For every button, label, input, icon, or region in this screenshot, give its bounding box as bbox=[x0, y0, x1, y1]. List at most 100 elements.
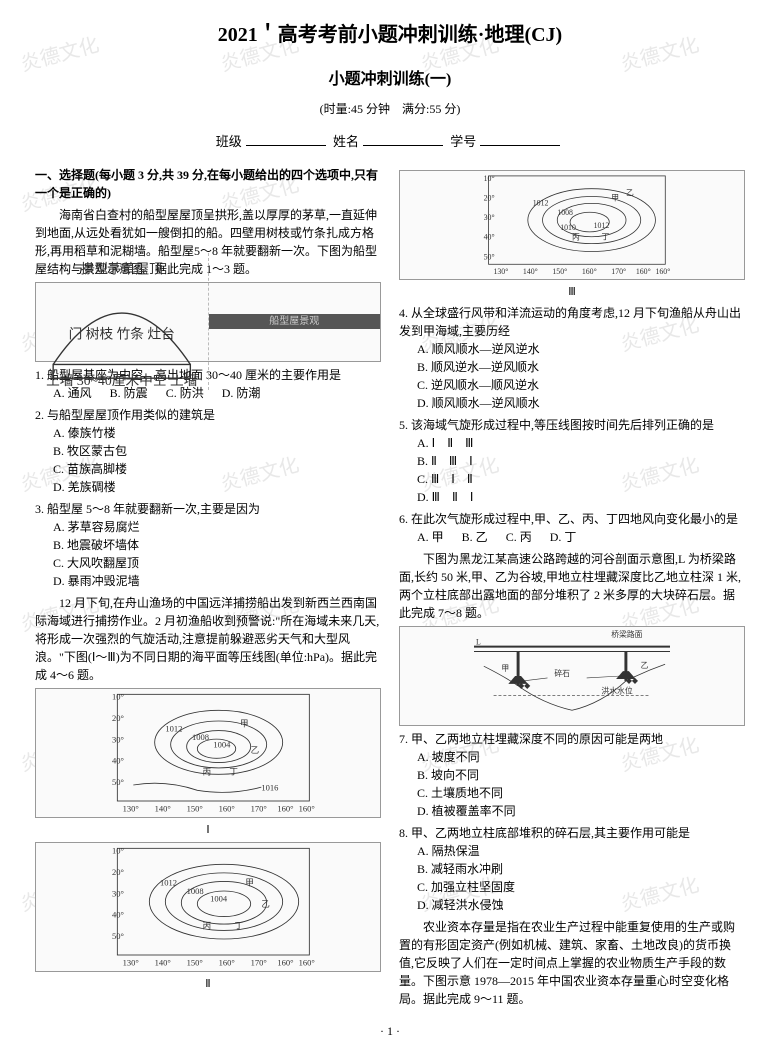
q8-choice-b[interactable]: B. 减轻雨水冲刷 bbox=[417, 860, 574, 878]
class-blank[interactable] bbox=[246, 132, 326, 146]
svg-text:1010: 1010 bbox=[560, 222, 576, 231]
svg-text:碎石: 碎石 bbox=[554, 668, 570, 678]
right-column: 1012 1008 甲 乙 丙 丁 1010 1012 10° 20° 30° … bbox=[399, 166, 745, 1013]
q4-choice-c[interactable]: C. 逆风顺水—顺风逆水 bbox=[417, 376, 727, 394]
q3-choice-b[interactable]: B. 地震破坏墙体 bbox=[53, 536, 210, 554]
house-diagram: 拱型茅草屋顶 门 树枝 竹条 灶台 土墙 30~40厘米中空 土墙 bbox=[36, 253, 209, 390]
q7-choice-d[interactable]: D. 植被覆盖率不同 bbox=[417, 802, 574, 820]
q7-choice-b[interactable]: B. 坡向不同 bbox=[417, 766, 574, 784]
fig-caption-3: Ⅲ bbox=[399, 284, 745, 301]
svg-text:150°: 150° bbox=[187, 803, 203, 813]
question-3: 3. 船型屋 5～8 年就要翻新一次,主要是因为 A. 茅草容易腐烂 B. 地震… bbox=[35, 500, 381, 590]
q6-choice-d[interactable]: D. 丁 bbox=[550, 528, 577, 546]
svg-text:160°: 160° bbox=[219, 958, 235, 968]
figure-map-1: 1012 1008 1004 甲 乙 丙 丁 1016 10° 20° 30° … bbox=[35, 688, 381, 818]
q4-choice-d[interactable]: D. 顺风顺水—逆风顺水 bbox=[417, 394, 727, 412]
q4-text: 4. 从全球盛行风带和洋流运动的角度考虑,12 月下旬渔船从舟山出发到甲海域,主… bbox=[399, 304, 745, 340]
svg-text:乙: 乙 bbox=[626, 188, 634, 197]
svg-text:20°: 20° bbox=[112, 867, 124, 877]
svg-text:1012: 1012 bbox=[533, 198, 549, 207]
svg-text:◆◆: ◆◆ bbox=[518, 681, 531, 690]
q5-choice-a[interactable]: A. Ⅰ Ⅱ Ⅲ bbox=[417, 434, 574, 452]
svg-text:160°: 160° bbox=[655, 267, 670, 276]
q6-text: 6. 在此次气旋形成过程中,甲、乙、丙、丁四地风向变化最小的是 bbox=[399, 510, 745, 528]
q3-choice-c[interactable]: C. 大风吹翻屋顶 bbox=[53, 554, 210, 572]
svg-text:甲: 甲 bbox=[240, 718, 249, 728]
svg-text:1004: 1004 bbox=[210, 894, 228, 904]
name-blank[interactable] bbox=[363, 132, 443, 146]
svg-text:160°: 160° bbox=[636, 267, 651, 276]
svg-text:50°: 50° bbox=[484, 252, 495, 261]
name-label: 姓名 bbox=[333, 134, 359, 149]
question-2: 2. 与船型屋屋顶作用类似的建筑是 A. 傣族竹楼 B. 牧区蒙古包 C. 苗族… bbox=[35, 406, 381, 496]
svg-text:甲: 甲 bbox=[611, 193, 619, 202]
section-head: 一、选择题(每小题 3 分,共 39 分,在每小题给出的四个选项中,只有一个是正… bbox=[35, 166, 381, 202]
svg-text:◆◆: ◆◆ bbox=[626, 676, 639, 685]
q6-choice-c[interactable]: C. 丙 bbox=[506, 528, 532, 546]
svg-text:20°: 20° bbox=[112, 713, 124, 723]
info-line: 班级 姓名 学号 bbox=[35, 132, 745, 152]
q8-choice-c[interactable]: C. 加强立柱坚固度 bbox=[417, 878, 574, 896]
passage-4: 农业资本存量是指在农业生产过程中能重复使用的生产或购置的有形固定资产(例如机械、… bbox=[399, 918, 745, 1008]
q2-choice-d[interactable]: D. 羌族碉楼 bbox=[53, 478, 210, 496]
svg-text:1008: 1008 bbox=[192, 732, 209, 742]
passage-2: 12 月下旬,在舟山渔场的中国远洋捕捞船出发到新西兰西南国际海域进行捕捞作业。2… bbox=[35, 594, 381, 684]
q2-choice-c[interactable]: C. 苗族高脚楼 bbox=[53, 460, 210, 478]
q2-choice-a[interactable]: A. 傣族竹楼 bbox=[53, 424, 210, 442]
q3-choice-d[interactable]: D. 暴雨冲毁泥墙 bbox=[53, 572, 210, 590]
svg-text:30°: 30° bbox=[484, 213, 495, 222]
house-photo: 船型屋景观 bbox=[209, 314, 381, 329]
q2-choice-b[interactable]: B. 牧区蒙古包 bbox=[53, 442, 210, 460]
svg-text:160°: 160° bbox=[299, 803, 315, 813]
q4-choice-a[interactable]: A. 顺风顺水—逆风逆水 bbox=[417, 340, 727, 358]
id-label: 学号 bbox=[450, 134, 476, 149]
svg-text:160°: 160° bbox=[277, 958, 293, 968]
svg-text:1016: 1016 bbox=[261, 782, 278, 792]
q5-choice-b[interactable]: B. Ⅱ Ⅲ Ⅰ bbox=[417, 452, 574, 470]
q3-choice-a[interactable]: A. 茅草容易腐烂 bbox=[53, 518, 210, 536]
id-blank[interactable] bbox=[480, 132, 560, 146]
svg-text:甲: 甲 bbox=[245, 878, 254, 888]
svg-text:丁: 丁 bbox=[601, 232, 609, 241]
q6-choice-b[interactable]: B. 乙 bbox=[462, 528, 488, 546]
svg-text:丙: 丙 bbox=[203, 766, 212, 776]
svg-text:30°: 30° bbox=[112, 888, 124, 898]
passage-3: 下图为黑龙江某高速公路跨越的河谷剖面示意图,L 为桥梁路面,长约 50 米,甲、… bbox=[399, 550, 745, 622]
q8-choice-d[interactable]: D. 减轻洪水侵蚀 bbox=[417, 896, 574, 914]
svg-text:50°: 50° bbox=[112, 777, 124, 787]
svg-text:1012: 1012 bbox=[594, 220, 610, 229]
svg-text:甲: 甲 bbox=[501, 664, 509, 673]
svg-text:10°: 10° bbox=[112, 691, 124, 701]
roof-label: 拱型茅草屋顶 bbox=[81, 261, 164, 276]
q8-text: 8. 甲、乙两地立柱底部堆积的碎石层,其主要作用可能是 bbox=[399, 824, 745, 842]
svg-text:160°: 160° bbox=[299, 958, 315, 968]
q7-choice-a[interactable]: A. 坡度不同 bbox=[417, 748, 574, 766]
svg-text:160°: 160° bbox=[277, 803, 293, 813]
q4-choice-b[interactable]: B. 顺风逆水—逆风顺水 bbox=[417, 358, 727, 376]
q6-choice-a[interactable]: A. 甲 bbox=[417, 528, 444, 546]
page-number: · 1 · bbox=[0, 1022, 780, 1040]
svg-text:桥梁路面: 桥梁路面 bbox=[611, 629, 642, 639]
svg-text:140°: 140° bbox=[155, 803, 171, 813]
class-label: 班级 bbox=[216, 134, 242, 149]
svg-text:丙: 丙 bbox=[203, 920, 212, 930]
svg-text:50°: 50° bbox=[112, 931, 124, 941]
svg-text:1012: 1012 bbox=[160, 878, 177, 888]
question-6: 6. 在此次气旋形成过程中,甲、乙、丙、丁四地风向变化最小的是 A. 甲 B. … bbox=[399, 510, 745, 546]
sub-title: 小题冲刺训练(一) bbox=[35, 68, 745, 92]
q5-choice-d[interactable]: D. Ⅲ Ⅱ Ⅰ bbox=[417, 488, 574, 506]
time-score: (时量:45 分钟 满分:55 分) bbox=[35, 100, 745, 118]
svg-text:1008: 1008 bbox=[187, 886, 204, 896]
svg-text:1008: 1008 bbox=[557, 208, 573, 217]
fig-caption-2: Ⅱ bbox=[35, 976, 381, 993]
parts-label: 门 树枝 竹条 灶台 bbox=[69, 326, 175, 342]
q8-choice-a[interactable]: A. 隔热保温 bbox=[417, 842, 574, 860]
q5-choice-c[interactable]: C. Ⅲ Ⅰ Ⅱ bbox=[417, 470, 574, 488]
svg-text:乙: 乙 bbox=[641, 661, 649, 670]
q7-choice-c[interactable]: C. 土壤质地不同 bbox=[417, 784, 574, 802]
figure-map-2: 1012 1008 1004 甲 乙 丙 丁 10° 20° 30° 40° 5… bbox=[35, 842, 381, 972]
main-title: 2021＇高考考前小题冲刺训练·地理(CJ) bbox=[35, 20, 745, 50]
q1-choice-d[interactable]: D. 防潮 bbox=[222, 384, 261, 402]
figure-house: 拱型茅草屋顶 门 树枝 竹条 灶台 土墙 30~40厘米中空 土墙 船型屋景观 bbox=[35, 282, 381, 362]
svg-text:130°: 130° bbox=[123, 958, 139, 968]
